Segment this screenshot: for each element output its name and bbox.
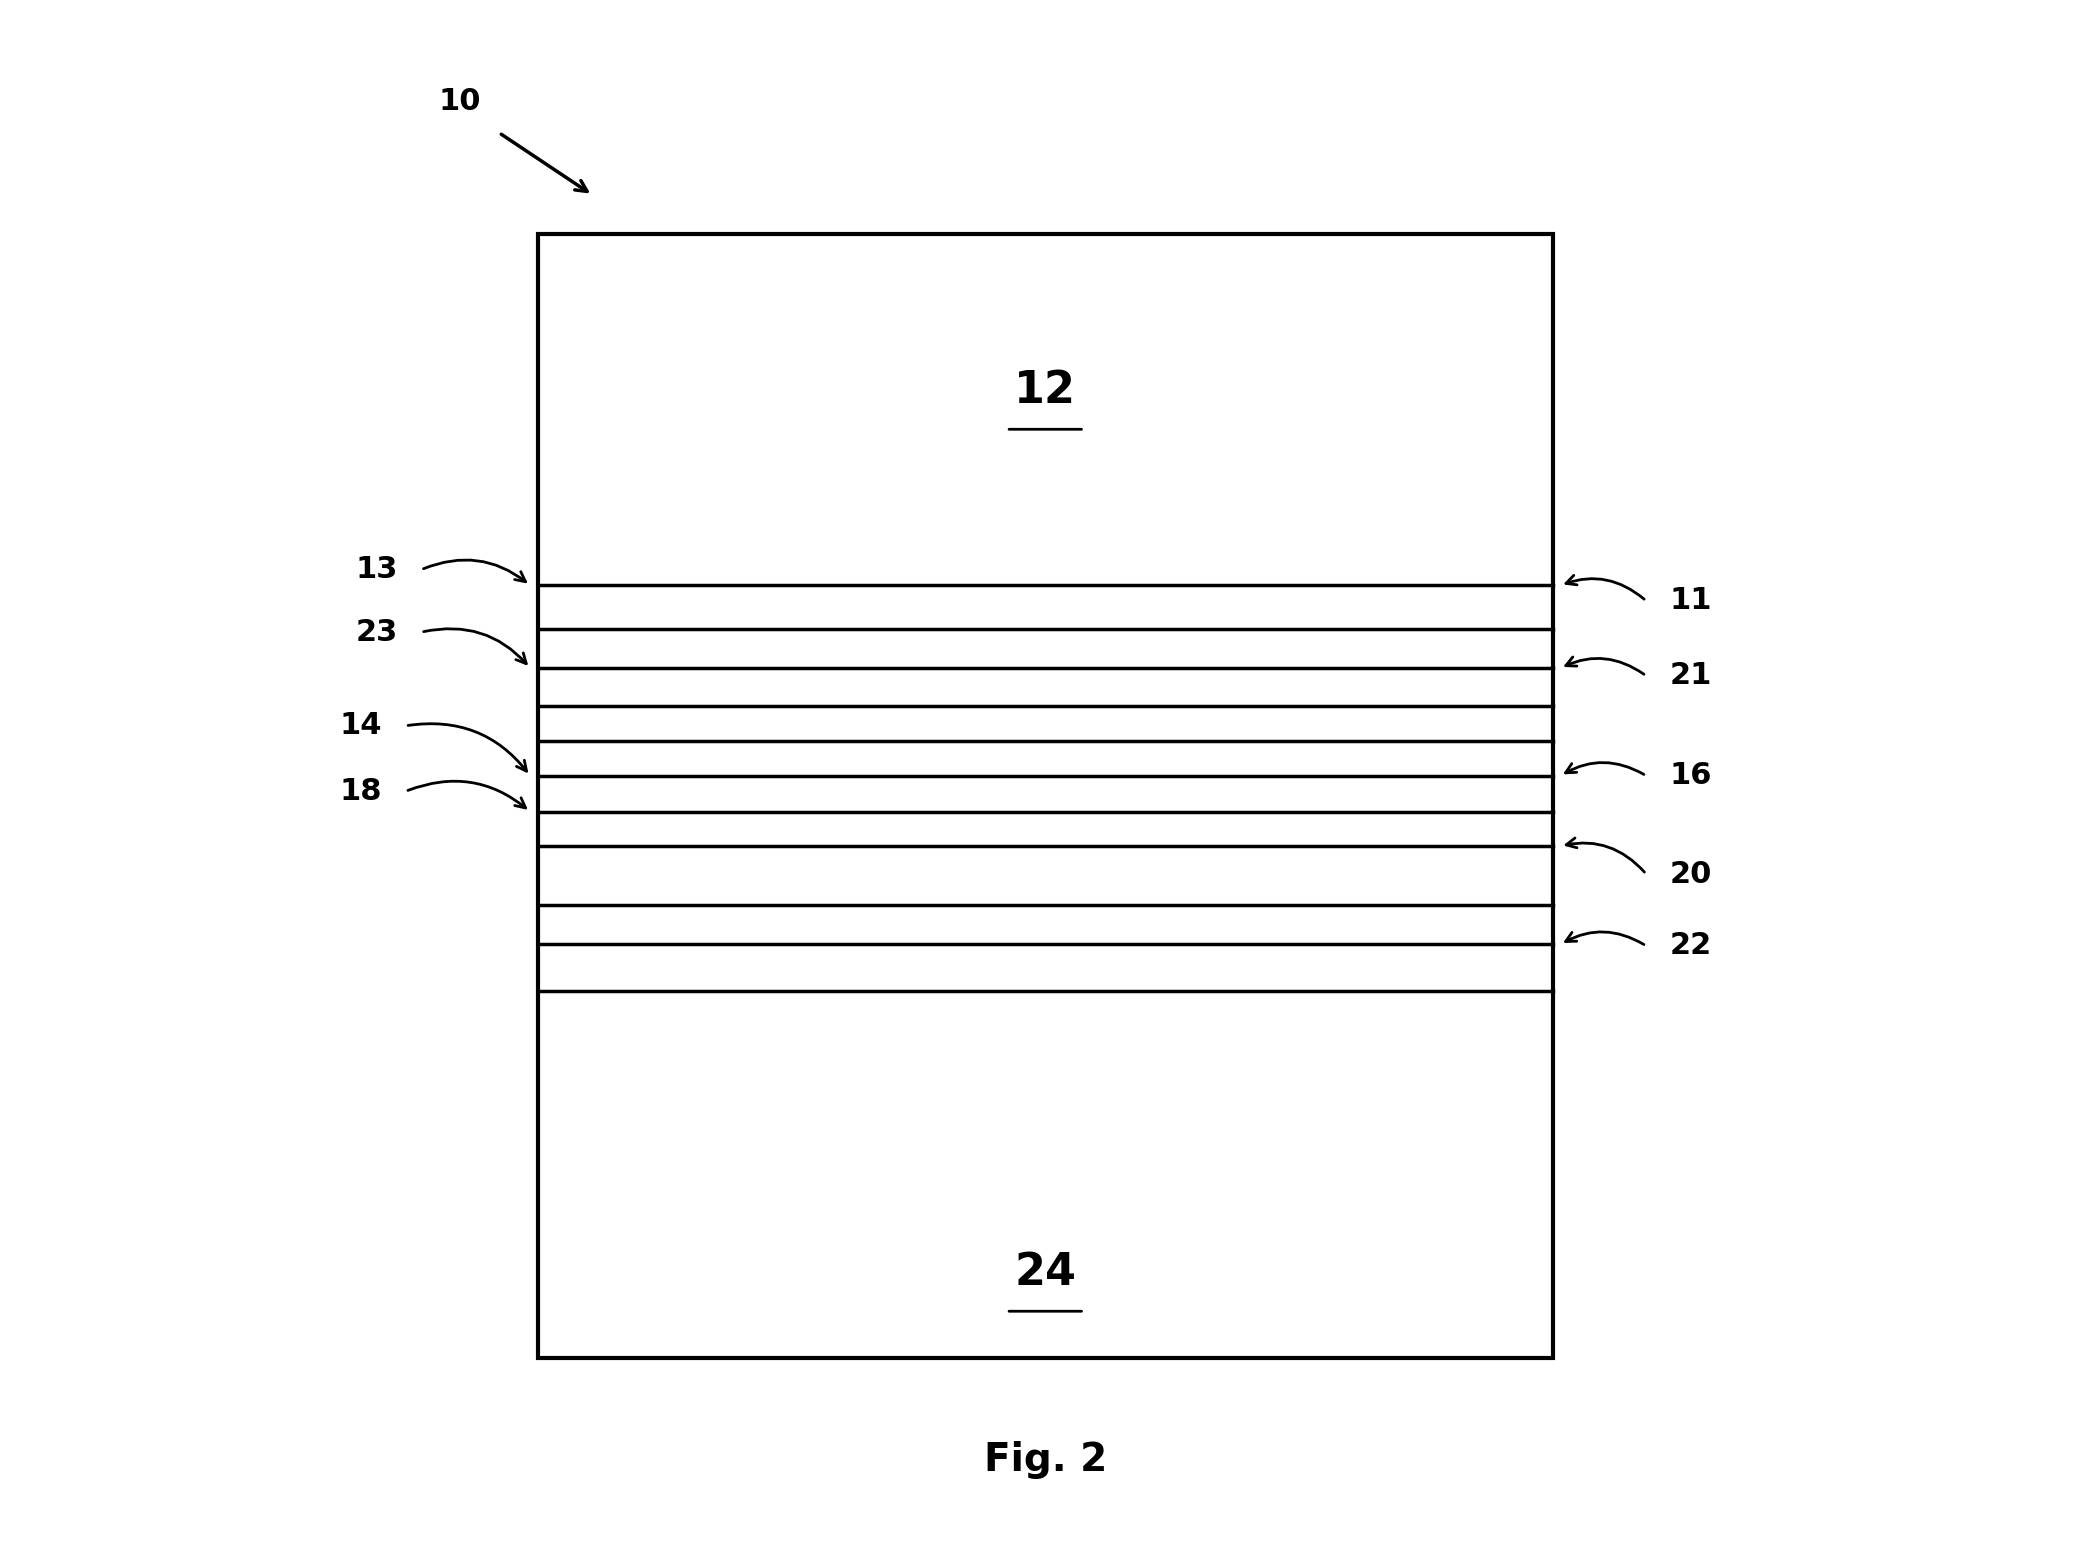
- Bar: [537, 234, 1552, 1358]
- Text: 10: 10: [438, 87, 481, 116]
- Text: 12: 12: [1015, 368, 1077, 412]
- Text: 13: 13: [355, 556, 398, 584]
- Text: 14: 14: [340, 712, 382, 740]
- Text: 20: 20: [1670, 860, 1712, 888]
- Text: 23: 23: [355, 618, 398, 646]
- Text: 11: 11: [1670, 587, 1712, 615]
- Text: 18: 18: [340, 777, 382, 805]
- Text: 16: 16: [1670, 762, 1712, 790]
- Text: 21: 21: [1670, 662, 1712, 690]
- Text: Fig. 2: Fig. 2: [984, 1441, 1106, 1478]
- Text: 24: 24: [1015, 1250, 1077, 1294]
- Text: 22: 22: [1670, 932, 1712, 960]
